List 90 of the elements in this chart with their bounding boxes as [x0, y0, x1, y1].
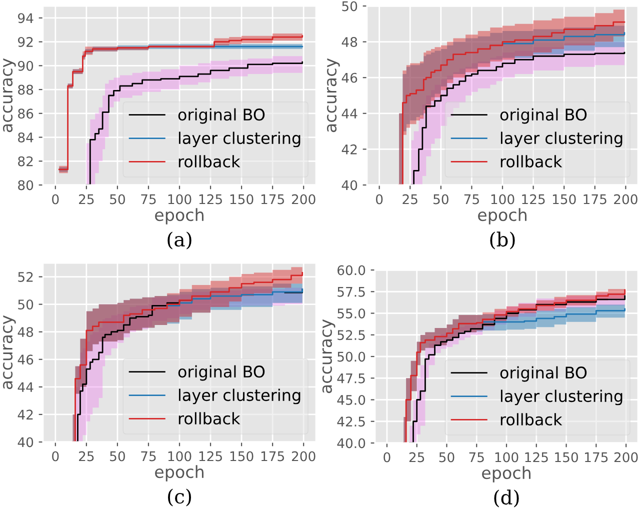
y-tick-label: 60.0 — [338, 265, 366, 276]
x-tick-label: 200 — [614, 194, 638, 204]
x-tick-label: 200 — [614, 452, 638, 462]
x-tick-label: 200 — [292, 451, 316, 462]
x-axis-title: epoch — [482, 466, 530, 482]
x-tick-label: 175 — [585, 452, 608, 462]
x-tick-label: 125 — [199, 194, 222, 204]
x-tick-label: 50 — [110, 451, 125, 462]
y-tick-label: 82 — [18, 156, 33, 166]
x-tick-label: 175 — [261, 194, 284, 204]
y-axis-title: accuracy — [2, 315, 16, 390]
x-tick-label: 175 — [261, 451, 284, 462]
legend-label: layer clustering — [500, 390, 622, 406]
x-tick-label: 50 — [434, 194, 448, 204]
y-axis-title: accuracy — [326, 58, 340, 132]
y-tick-label: 94 — [18, 13, 34, 24]
y-tick-label: 52 — [18, 272, 33, 282]
x-tick-label: 150 — [230, 194, 254, 204]
x-tick-label: 50 — [439, 452, 454, 462]
x-tick-label: 25 — [409, 452, 424, 462]
y-tick-label: 50 — [18, 300, 34, 310]
y-tick-label: 46 — [18, 354, 34, 365]
legend-label: rollback — [178, 155, 240, 168]
y-tick-label: 84 — [18, 132, 34, 142]
x-tick-label: 0 — [384, 452, 390, 462]
legend-label: layer clustering — [178, 132, 300, 148]
x-tick-label: 125 — [522, 194, 545, 204]
y-tick-label: 52.5 — [338, 330, 365, 340]
x-tick-label: 25 — [79, 451, 94, 462]
y-tick-label: 45.0 — [337, 394, 366, 405]
x-tick-label: 150 — [552, 194, 576, 204]
y-axis-title: accuracy — [2, 58, 16, 132]
x-tick-label: 200 — [292, 194, 316, 204]
x-tick-label: 125 — [525, 452, 548, 462]
x-tick-label: 0 — [52, 194, 59, 204]
text: (b) — [490, 232, 515, 250]
y-tick-label: 48 — [342, 37, 358, 47]
y-tick-label: 50 — [342, 1, 358, 12]
y-tick-label: 40.0 — [337, 438, 366, 448]
x-axis-title: epoch — [155, 465, 204, 482]
x-tick-label: 100 — [491, 194, 514, 204]
x-tick-label: 0 — [376, 194, 383, 204]
x-tick-label: 50 — [110, 194, 125, 204]
legend-label: layer clustering — [178, 388, 300, 404]
x-tick-label: 100 — [168, 451, 192, 462]
legend-label: original BO — [500, 108, 587, 124]
y-tick-label: 88 — [18, 84, 34, 95]
x-tick-label: 75 — [141, 194, 156, 204]
x-tick-label: 75 — [469, 452, 484, 462]
x-tick-label: 150 — [555, 452, 578, 462]
y-tick-label: 44 — [18, 382, 34, 392]
y-tick-label: 92 — [18, 37, 33, 47]
legend-label: original BO — [500, 366, 587, 382]
legend-label: rollback — [500, 155, 562, 168]
x-tick-label: 100 — [168, 194, 192, 204]
text: (a) — [168, 232, 192, 250]
text: (c) — [168, 488, 191, 506]
x-tick-label: 125 — [199, 451, 222, 462]
y-tick-label: 57.5 — [338, 287, 365, 297]
y-tick-label: 48 — [18, 327, 34, 338]
y-tick-label: 42 — [342, 144, 357, 154]
x-tick-label: 175 — [584, 194, 606, 204]
y-tick-label: 86 — [18, 108, 34, 119]
x-tick-label: 25 — [402, 194, 418, 204]
y-tick-label: 90 — [18, 60, 34, 71]
legend-label: layer clustering — [500, 132, 622, 148]
y-axis-title: accuracy — [322, 319, 336, 394]
y-tick-label: 40 — [18, 437, 34, 448]
x-tick-label: 100 — [495, 452, 518, 462]
y-tick-label: 80 — [18, 180, 34, 190]
x-tick-label: 75 — [464, 194, 479, 204]
y-tick-label: 47.5 — [337, 374, 365, 384]
legend-label: rollback — [500, 413, 562, 426]
text: (d) — [494, 490, 519, 508]
legend-label: original BO — [178, 108, 265, 124]
y-tick-label: 40 — [342, 180, 358, 190]
legend-label: rollback — [178, 412, 240, 425]
y-tick-label: 44 — [342, 108, 358, 118]
x-axis-title: epoch — [478, 208, 526, 224]
x-tick-label: 25 — [79, 194, 94, 204]
y-tick-label: 42.5 — [337, 416, 365, 427]
y-tick-label: 46 — [342, 72, 358, 83]
y-tick-label: 50.0 — [338, 352, 366, 362]
y-tick-label: 55.0 — [338, 308, 366, 318]
y-tick-label: 42 — [18, 410, 33, 420]
legend-label: original BO — [178, 365, 265, 381]
x-tick-label: 75 — [141, 451, 156, 462]
x-tick-label: 0 — [52, 451, 59, 462]
x-tick-label: 150 — [230, 451, 254, 462]
x-axis-title: epoch — [155, 208, 204, 224]
